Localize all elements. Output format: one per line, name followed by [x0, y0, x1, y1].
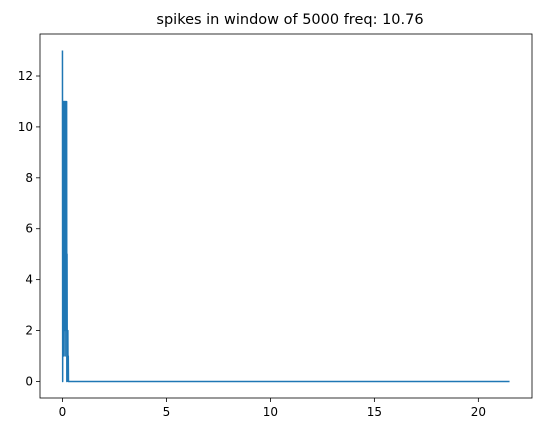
- x-tick-label: 20: [471, 405, 486, 419]
- y-tick-label: 4: [25, 273, 33, 287]
- y-axis: 0 2 4 6 8 10 12: [18, 69, 40, 388]
- y-tick-label: 8: [25, 171, 33, 185]
- x-tick-label: 10: [263, 405, 278, 419]
- y-tick-label: 2: [25, 324, 33, 338]
- y-tick-label: 12: [18, 69, 33, 83]
- x-tick-label: 5: [163, 405, 171, 419]
- y-tick-label: 0: [25, 374, 33, 388]
- x-axis: 0 5 10 15 20: [59, 398, 486, 419]
- series-layer: [61, 50, 510, 383]
- y-tick-label: 10: [18, 120, 33, 134]
- chart-title: spikes in window of 5000 freq: 10.76: [156, 12, 423, 28]
- x-tick-label: 15: [367, 405, 382, 419]
- series-line-0: [61, 50, 510, 383]
- y-tick-label: 6: [25, 222, 33, 236]
- x-tick-label: 0: [59, 405, 67, 419]
- plot-frame: [39, 33, 533, 399]
